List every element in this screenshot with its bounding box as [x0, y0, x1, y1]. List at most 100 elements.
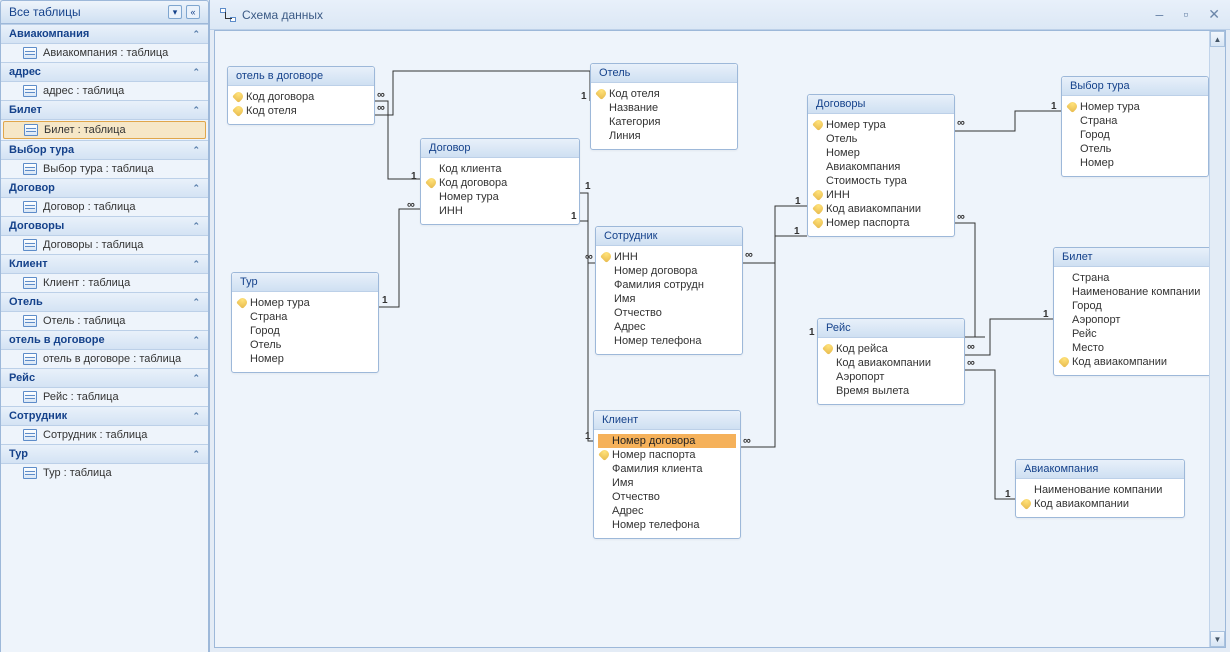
entity-bilet[interactable]: Билет СтранаНаименование компанииГородАэр… [1053, 247, 1215, 376]
nav-header[interactable]: Все таблицы ▾ « [0, 0, 209, 24]
nav-group-header[interactable]: Договоры⌃ [1, 216, 208, 236]
entity-field[interactable]: Наименование компании [1020, 483, 1180, 497]
entity-field[interactable]: Отель [236, 338, 374, 352]
entity-header[interactable]: отель в договоре [228, 67, 374, 86]
vertical-scrollbar[interactable]: ▲ ▼ [1209, 31, 1225, 647]
nav-group-header[interactable]: Билет⌃ [1, 100, 208, 120]
nav-group-header[interactable]: Отель⌃ [1, 292, 208, 312]
nav-table-item[interactable]: Билет : таблица [3, 121, 206, 139]
nav-table-item[interactable]: Договор : таблица [1, 198, 208, 216]
nav-group-header[interactable]: Сотрудник⌃ [1, 406, 208, 426]
entity-field[interactable]: Код клиента [425, 162, 575, 176]
entity-vybor[interactable]: Выбор тураНомер тураСтранаГородОтельНоме… [1061, 76, 1209, 177]
entity-field[interactable]: Имя [600, 292, 738, 306]
entity-field[interactable]: Номер тура [425, 190, 575, 204]
entity-reis[interactable]: Рейс Код рейсаКод авиакомпанииАэропортВре… [817, 318, 965, 405]
entity-otel[interactable]: Отель Код отеляНазваниеКатегорияЛиния [590, 63, 738, 150]
window-close-icon[interactable]: ✕ [1208, 6, 1220, 23]
entity-header[interactable]: Договоры [808, 95, 954, 114]
entity-field[interactable]: Адрес [600, 320, 738, 334]
nav-table-item[interactable]: Рейс : таблица [1, 388, 208, 406]
entity-field[interactable]: Аэропорт [822, 370, 960, 384]
nav-group-header[interactable]: адрес⌃ [1, 62, 208, 82]
entity-klient[interactable]: КлиентНомер договораНомер паспортаФамили… [593, 410, 741, 539]
nav-group-header[interactable]: Рейс⌃ [1, 368, 208, 388]
nav-group-header[interactable]: Тур⌃ [1, 444, 208, 464]
entity-field[interactable]: Рейс [1058, 327, 1210, 341]
entity-field[interactable]: Город [1058, 299, 1210, 313]
entity-header[interactable]: Тур [232, 273, 378, 292]
entity-field[interactable]: Номер [1066, 156, 1204, 170]
entity-field[interactable]: Код отеля [595, 87, 733, 101]
entity-dogovory[interactable]: ДоговорыНомер тураОтельНомерАвиакомпания… [807, 94, 955, 237]
entity-tur[interactable]: Тур Номер тураСтранаГородОтельНомер [231, 272, 379, 373]
nav-table-item[interactable]: отель в договоре : таблица [1, 350, 208, 368]
entity-field[interactable]: Код авиакомпании [822, 356, 960, 370]
entity-field[interactable]: ИНН [812, 188, 950, 202]
entity-field[interactable]: Номер тура [1066, 100, 1204, 114]
nav-table-item[interactable]: Договоры : таблица [1, 236, 208, 254]
entity-dogovor[interactable]: Договор Код клиентаКод договораНомер тура… [420, 138, 580, 225]
entity-field[interactable]: Имя [598, 476, 736, 490]
entity-field[interactable]: Время вылета [822, 384, 960, 398]
entity-field[interactable]: Страна [236, 310, 374, 324]
nav-table-item[interactable]: адрес : таблица [1, 82, 208, 100]
entity-field[interactable]: Отчество [600, 306, 738, 320]
entity-field[interactable]: Страна [1066, 114, 1204, 128]
entity-field[interactable]: Номер договора [598, 434, 736, 448]
entity-field[interactable]: Код авиакомпании [812, 202, 950, 216]
entity-field[interactable]: Город [236, 324, 374, 338]
entity-field[interactable]: Город [1066, 128, 1204, 142]
entity-field[interactable]: Номер телефона [598, 518, 736, 532]
scroll-down-icon[interactable]: ▼ [1210, 631, 1225, 647]
entity-field[interactable]: Название [595, 101, 733, 115]
entity-header[interactable]: Билет [1054, 248, 1214, 267]
nav-group-header[interactable]: отель в договоре⌃ [1, 330, 208, 350]
nav-group-header[interactable]: Авиакомпания⌃ [1, 24, 208, 44]
entity-field[interactable]: Страна [1058, 271, 1210, 285]
entity-field[interactable]: Отчество [598, 490, 736, 504]
entity-field[interactable]: Место [1058, 341, 1210, 355]
entity-header[interactable]: Рейс [818, 319, 964, 338]
nav-dropdown-icon[interactable]: ▾ [168, 5, 182, 19]
entity-field[interactable]: Фамилия клиента [598, 462, 736, 476]
entity-header[interactable]: Отель [591, 64, 737, 83]
entity-field[interactable]: Категория [595, 115, 733, 129]
entity-field[interactable]: Код рейса [822, 342, 960, 356]
entity-field[interactable]: ИНН [425, 204, 575, 218]
diagram-canvas[interactable]: отель в договоре Код договора Код отеля Дог… [215, 31, 1225, 647]
nav-group-header[interactable]: Выбор тура⌃ [1, 140, 208, 160]
entity-field[interactable]: Номер паспорта [812, 216, 950, 230]
nav-table-item[interactable]: Тур : таблица [1, 464, 208, 482]
nav-group-header[interactable]: Договор⌃ [1, 178, 208, 198]
entity-header[interactable]: Клиент [594, 411, 740, 430]
entity-field[interactable]: Отель [812, 132, 950, 146]
entity-field[interactable]: Фамилия сотрудн [600, 278, 738, 292]
entity-field[interactable]: Код авиакомпании [1020, 497, 1180, 511]
nav-table-item[interactable]: Выбор тура : таблица [1, 160, 208, 178]
entity-field[interactable]: Код отеля [232, 104, 370, 118]
entity-field[interactable]: Линия [595, 129, 733, 143]
entity-field[interactable]: Наименование компании [1058, 285, 1210, 299]
entity-field[interactable]: Отель [1066, 142, 1204, 156]
entity-field[interactable]: Код авиакомпании [1058, 355, 1210, 369]
entity-header[interactable]: Сотрудник [596, 227, 742, 246]
nav-table-item[interactable]: Клиент : таблица [1, 274, 208, 292]
nav-collapse-icon[interactable]: « [186, 5, 200, 19]
entity-field[interactable]: Номер договора [600, 264, 738, 278]
entity-header[interactable]: Договор [421, 139, 579, 158]
entity-field[interactable]: Номер телефона [600, 334, 738, 348]
entity-header[interactable]: Авиакомпания [1016, 460, 1184, 479]
window-minimize-icon[interactable]: – [1156, 6, 1164, 23]
window-maximize-icon[interactable]: ▫ [1183, 6, 1188, 23]
entity-field[interactable]: Код договора [425, 176, 575, 190]
entity-field[interactable]: Номер тура [812, 118, 950, 132]
entity-field[interactable]: Стоимость тура [812, 174, 950, 188]
entity-field[interactable]: Номер тура [236, 296, 374, 310]
nav-group-header[interactable]: Клиент⌃ [1, 254, 208, 274]
scroll-up-icon[interactable]: ▲ [1210, 31, 1225, 47]
nav-table-item[interactable]: Авиакомпания : таблица [1, 44, 208, 62]
entity-field[interactable]: Аэропорт [1058, 313, 1210, 327]
entity-sotrudnik[interactable]: СотрудникИНННомер договораФамилия сотруд… [595, 226, 743, 355]
entity-field[interactable]: Номер [236, 352, 374, 366]
